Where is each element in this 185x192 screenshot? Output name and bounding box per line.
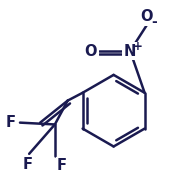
Text: F: F (57, 157, 67, 172)
Text: F: F (22, 157, 32, 172)
Text: F: F (5, 115, 15, 130)
Text: O: O (140, 9, 153, 24)
Text: -: - (151, 15, 157, 29)
Text: N: N (124, 44, 136, 59)
Text: O: O (85, 44, 97, 59)
Text: +: + (133, 40, 143, 53)
